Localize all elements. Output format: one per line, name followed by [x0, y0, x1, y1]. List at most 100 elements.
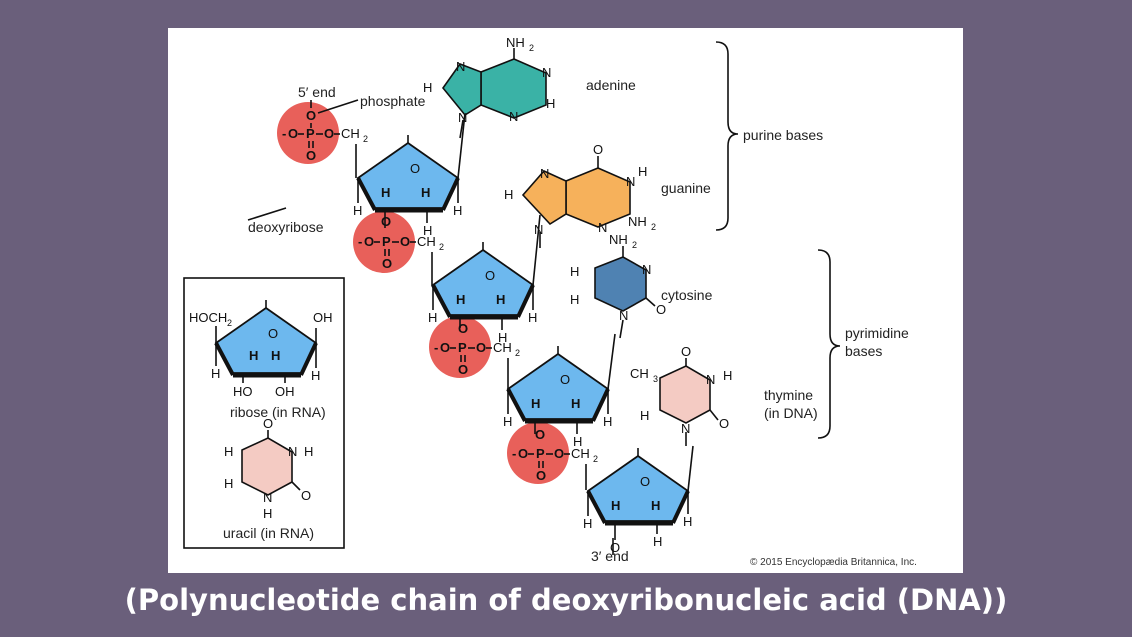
ribose-structure: O HOCH 2 OH H H HO OH H H	[189, 300, 333, 399]
svg-text:H: H	[640, 408, 649, 423]
svg-text:P: P	[382, 234, 391, 249]
svg-text:H: H	[249, 348, 258, 363]
svg-text:3: 3	[653, 374, 658, 384]
svg-text:2: 2	[439, 242, 444, 252]
svg-text:P: P	[306, 126, 315, 141]
svg-text:-: -	[282, 126, 286, 141]
svg-text:O: O	[485, 268, 495, 283]
svg-text:H: H	[638, 164, 647, 179]
svg-text:H: H	[723, 368, 732, 383]
svg-text:2: 2	[363, 134, 368, 144]
svg-text:O: O	[440, 340, 450, 355]
svg-text:N: N	[288, 444, 297, 459]
svg-text:O: O	[324, 126, 334, 141]
svg-text:H: H	[311, 368, 320, 383]
svg-text:O: O	[382, 256, 392, 271]
svg-text:2: 2	[651, 222, 656, 232]
svg-text:2: 2	[227, 318, 232, 328]
adenine-label: adenine	[586, 77, 636, 93]
thymine-base: O N H O N CH 3 H thymine (in DNA)	[630, 344, 818, 446]
svg-text:CH: CH	[417, 234, 436, 249]
svg-text:H: H	[224, 444, 233, 459]
svg-text:H: H	[603, 414, 612, 429]
svg-text:N: N	[706, 372, 715, 387]
svg-text:CH: CH	[630, 366, 649, 381]
svg-text:OH: OH	[313, 310, 333, 325]
svg-text:CH: CH	[571, 446, 590, 461]
svg-text:NH: NH	[609, 232, 628, 247]
svg-text:2: 2	[632, 240, 637, 250]
svg-text:H: H	[571, 396, 580, 411]
thymine-label: thymine	[764, 387, 813, 403]
svg-text:H: H	[546, 96, 555, 111]
svg-text:NH: NH	[628, 214, 647, 229]
svg-text:H: H	[353, 203, 362, 218]
svg-text:N: N	[540, 166, 549, 181]
deoxyribose-label: deoxyribose	[248, 219, 324, 235]
svg-text:N: N	[642, 262, 651, 277]
svg-text:CH: CH	[341, 126, 360, 141]
svg-text:H: H	[496, 292, 505, 307]
three-end-label: 3′ end	[591, 548, 629, 564]
copyright-text: © 2015 Encyclopædia Britannica, Inc.	[750, 557, 917, 568]
svg-text:H: H	[263, 506, 272, 521]
cytosine-label: cytosine	[661, 287, 713, 303]
svg-text:H: H	[570, 264, 579, 279]
svg-text:O: O	[364, 234, 374, 249]
svg-text:2: 2	[593, 454, 598, 464]
svg-text:-: -	[512, 446, 516, 461]
svg-text:O: O	[458, 362, 468, 377]
svg-text:P: P	[458, 340, 467, 355]
svg-text:-: -	[358, 234, 362, 249]
pyrimidine-bases-label-2: bases	[845, 343, 882, 359]
svg-text:N: N	[619, 308, 628, 323]
svg-text:H: H	[504, 187, 513, 202]
svg-text:H: H	[683, 514, 692, 529]
svg-text:H: H	[211, 366, 220, 381]
svg-text:O: O	[656, 302, 666, 317]
ribose-label: ribose (in RNA)	[230, 404, 326, 420]
uracil-label: uracil (in RNA)	[223, 525, 314, 541]
svg-text:HOCH: HOCH	[189, 310, 227, 325]
adenine-base: NH 2 N N H N N H adenine	[423, 35, 636, 138]
svg-text:H: H	[611, 498, 620, 513]
svg-text:2: 2	[529, 43, 534, 53]
svg-text:O: O	[301, 488, 311, 503]
svg-text:H: H	[653, 534, 662, 549]
caption: (Polynucleotide chain of deoxyribonuclei…	[0, 578, 1132, 622]
svg-text:2: 2	[515, 348, 520, 358]
five-end-label: 5′ end	[298, 84, 336, 100]
svg-text:H: H	[583, 516, 592, 531]
svg-text:H: H	[271, 348, 280, 363]
svg-text:O: O	[640, 474, 650, 489]
pyrimidine-bracket	[818, 250, 840, 438]
svg-text:H: H	[381, 185, 390, 200]
svg-text:N: N	[626, 174, 635, 189]
guanine-base: O N H N NH 2 N N H guanine	[504, 142, 711, 248]
svg-text:O: O	[268, 326, 278, 341]
svg-text:HO: HO	[233, 384, 253, 399]
svg-text:O: O	[719, 416, 729, 431]
cytosine-base: NH 2 N O N H H cytosine	[570, 232, 713, 338]
svg-text:P: P	[536, 446, 545, 461]
svg-text:O: O	[400, 234, 410, 249]
svg-text:N: N	[534, 222, 543, 237]
thymine-dna-note: (in DNA)	[764, 405, 818, 421]
svg-text:O: O	[535, 427, 545, 442]
svg-text:O: O	[518, 446, 528, 461]
svg-text:O: O	[554, 446, 564, 461]
svg-text:H: H	[224, 476, 233, 491]
svg-text:O: O	[306, 108, 316, 123]
deoxyribose-sugar-4: O H H H O H H	[583, 446, 693, 555]
svg-text:H: H	[651, 498, 660, 513]
svg-text:O: O	[560, 372, 570, 387]
pyrimidine-bases-label: pyrimidine	[845, 325, 909, 341]
diagram-panel: 5′ end O - O P O CH 2 O phosphate O H H …	[168, 28, 963, 573]
svg-text:O: O	[458, 321, 468, 336]
svg-text:N: N	[456, 59, 465, 74]
svg-text:N: N	[263, 490, 272, 505]
svg-text:N: N	[509, 109, 518, 124]
svg-text:O: O	[476, 340, 486, 355]
uracil-structure: O N H O N H H H	[224, 416, 313, 521]
svg-text:H: H	[528, 310, 537, 325]
